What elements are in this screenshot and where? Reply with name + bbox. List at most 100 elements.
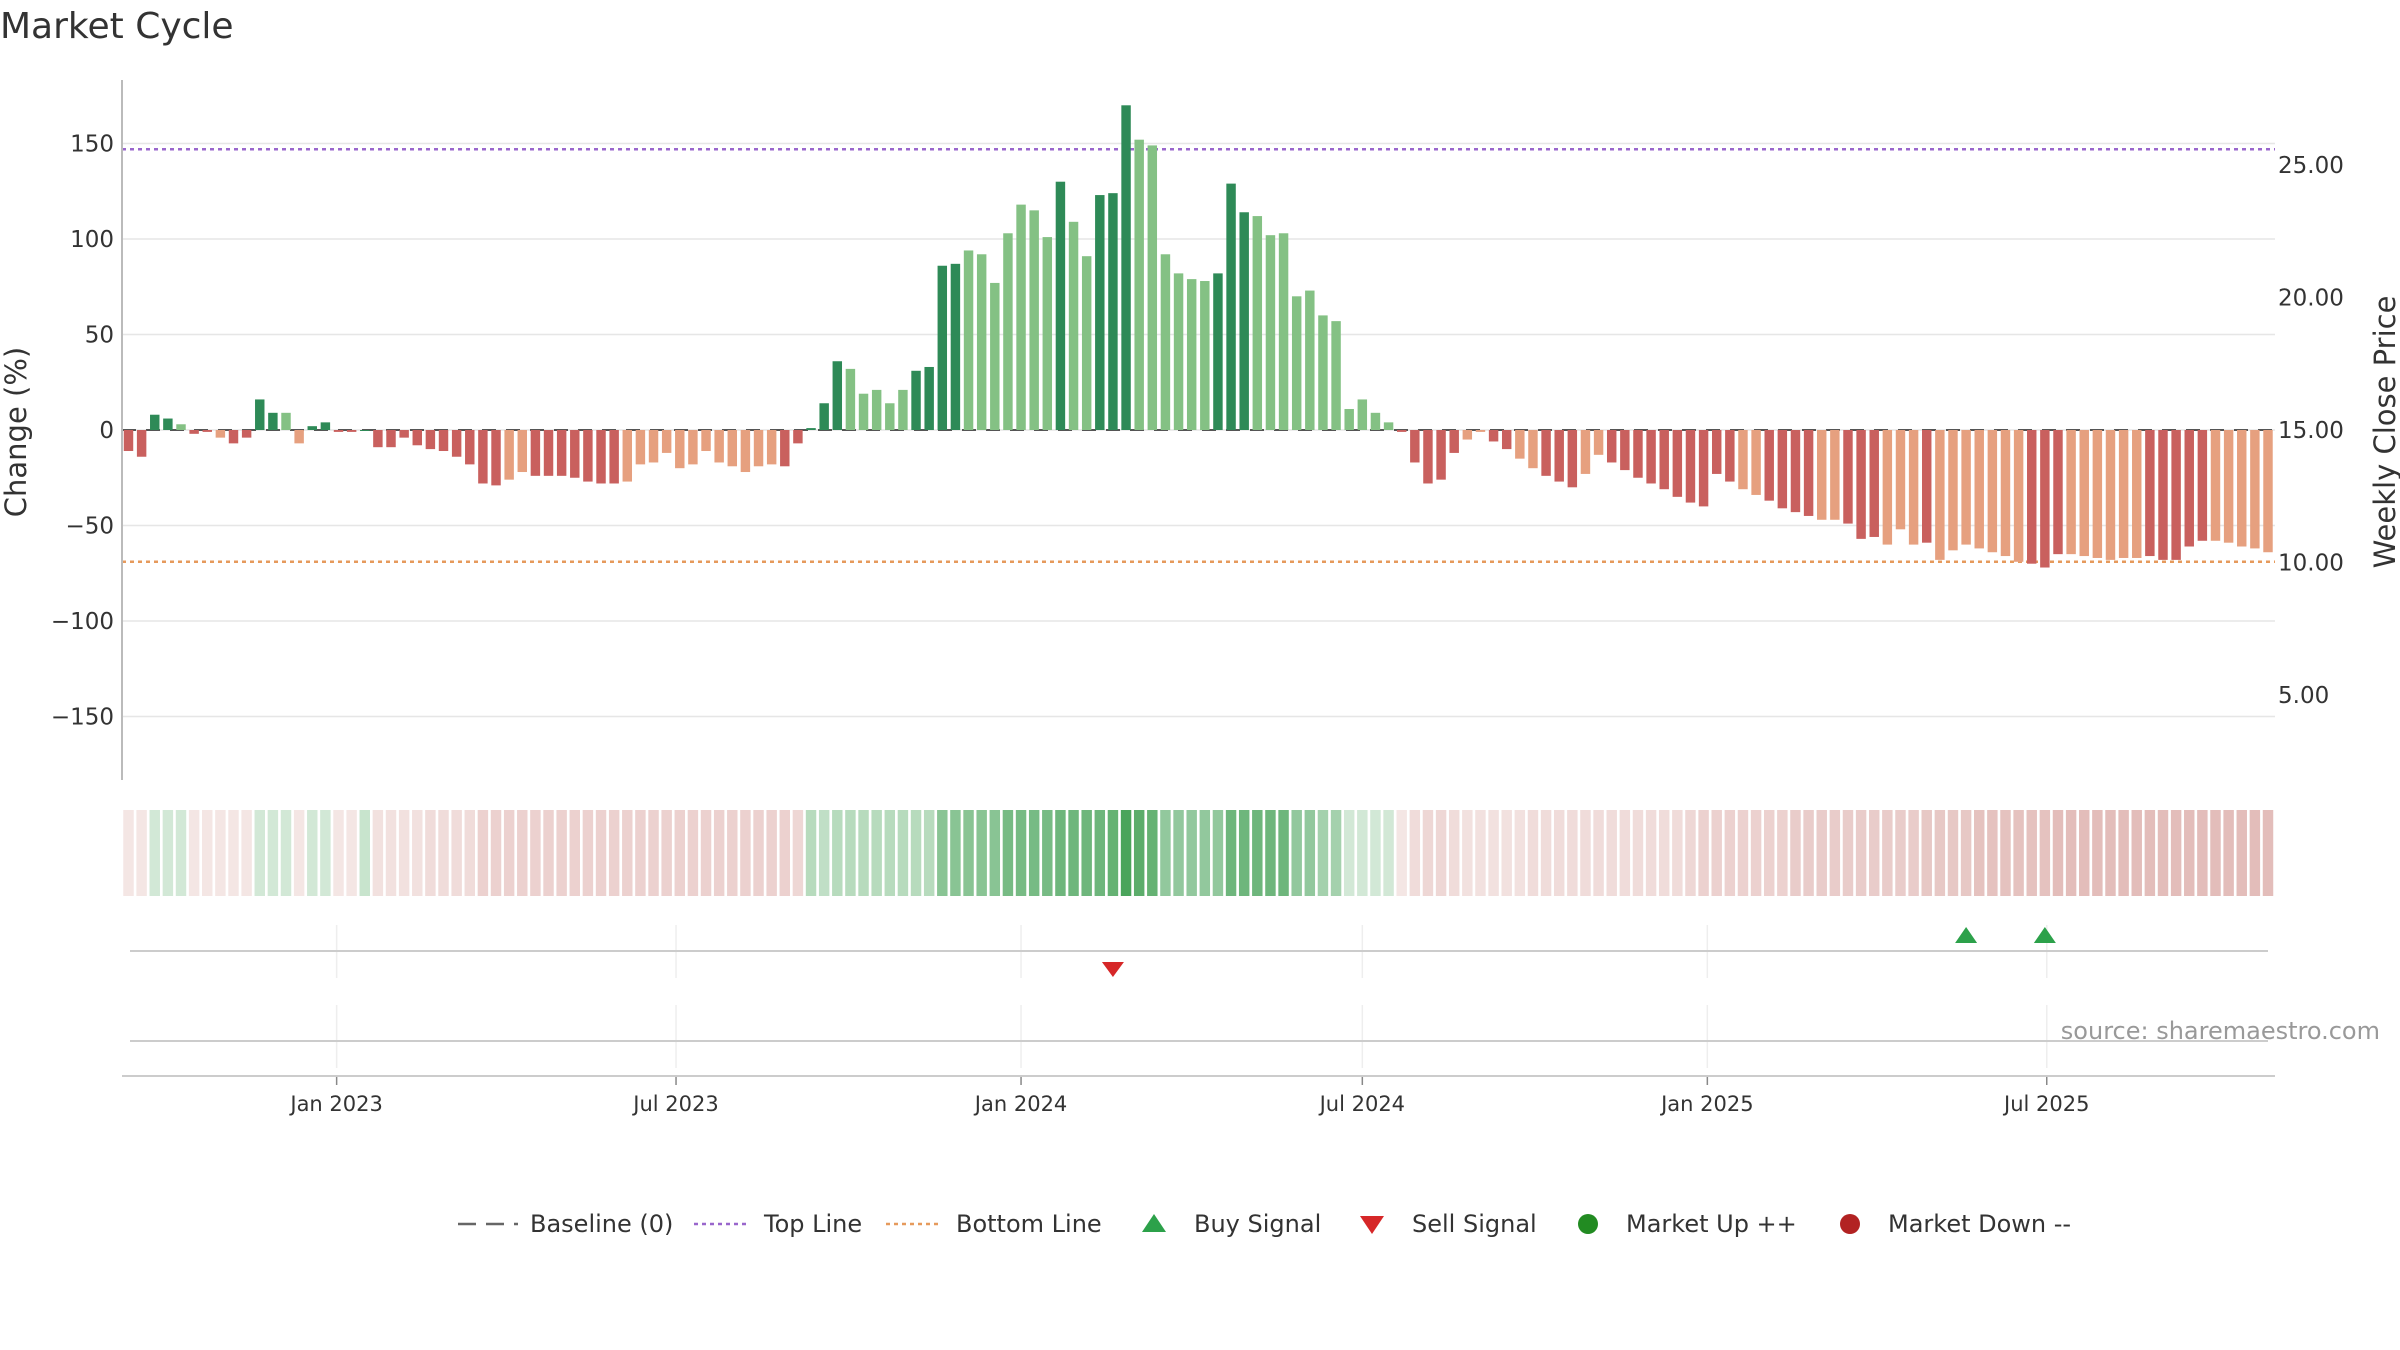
y-tick-label: 50 [85,323,114,349]
heat-cell [1383,810,1394,896]
change-bar [1410,430,1420,463]
legend-label: Top Line [763,1210,862,1238]
heat-cell [1567,810,1578,896]
heat-cell [136,810,147,896]
heat-cell [254,810,265,896]
change-bar [832,361,843,430]
change-bar [766,430,777,465]
heat-cell [1960,810,1972,896]
change-bar [1501,430,1512,450]
heat-cell [1107,810,1119,896]
change-bar [1541,430,1551,476]
legend-label: Buy Signal [1194,1210,1321,1238]
change-bar [228,430,239,444]
heat-cell [1304,810,1316,896]
change-bar [1908,430,1919,545]
change-bar [176,424,186,430]
heat-cell [188,810,200,896]
heat-cell [2105,810,2116,896]
y2-tick-label: 15.00 [2278,418,2344,444]
heat-cell [2118,810,2129,896]
change-bar [1961,430,1971,545]
change-bar [2250,430,2260,549]
heat-cell [2262,810,2274,896]
change-bar [1659,430,1669,490]
heat-cell [451,810,462,896]
heat-cell [845,810,856,896]
change-bar [189,430,199,434]
heat-cell [490,810,502,896]
heat-cell [2170,810,2182,896]
heat-cell [1186,810,1197,896]
change-bar [373,430,383,448]
y-tick-label: −50 [65,514,114,540]
heat-cell [385,810,397,896]
heat-cell [2210,810,2221,896]
heat-cell [202,810,213,896]
heat-cell [175,810,187,896]
heat-cell [1869,810,1880,896]
heat-cell [635,810,646,896]
change-bar [2237,430,2247,547]
change-bar [635,430,646,465]
change-bar [845,368,856,430]
x-tick-label: Jul 2023 [631,1092,718,1116]
heat-cell [556,810,567,896]
y2-tick-label: 20.00 [2278,286,2344,312]
change-bar [1830,430,1840,520]
change-bar [1488,430,1499,442]
heat-cell [1448,810,1460,896]
heat-cell [832,810,843,896]
heat-cell [1698,810,1709,896]
heat-cell [700,810,712,896]
change-bar [2210,430,2221,541]
heat-cell [372,810,384,896]
heat-cell [1593,810,1604,896]
change-bar [530,430,541,476]
heat-cell [1750,810,1762,896]
heat-cell [1317,810,1329,896]
heat-cell [1173,810,1184,896]
heat-cell [1882,810,1893,896]
y2-tick-label: 25.00 [2278,153,2344,179]
change-bar [2118,430,2129,558]
x-tick-label: Jan 2025 [1659,1092,1754,1116]
change-bar [1843,430,1853,524]
heat-cell [2236,810,2247,896]
change-bar [1764,430,1774,501]
change-bar [1068,221,1079,430]
heat-cell [1527,810,1539,896]
heat-cell [464,810,475,896]
change-bar [1738,430,1748,490]
heat-cell [1396,810,1407,896]
heat-cell [2197,810,2208,896]
change-bar [294,430,304,444]
change-bar [1383,422,1394,430]
heat-cell [805,810,817,896]
change-bar [2000,430,2011,557]
x-tick-label: Jan 2024 [973,1092,1068,1116]
change-bar [1278,233,1289,430]
change-bar [2171,430,2181,560]
heat-cell [1724,810,1736,896]
change-bar [596,430,606,484]
change-bar [412,430,422,446]
change-bar [2053,430,2063,555]
y-tick-label: 150 [70,132,114,158]
change-bar [1633,430,1643,478]
heat-cell [661,810,672,896]
change-bar [2066,430,2076,555]
change-bar [1606,430,1617,463]
change-bar [451,430,462,457]
change-bar [504,430,514,480]
heat-cell [438,810,449,896]
change-bar [1882,430,1893,545]
heat-cell [1947,810,1959,896]
heat-cell [1475,810,1486,896]
heat-cell [123,810,134,896]
change-bar [1580,430,1591,474]
change-bar [963,250,974,430]
heat-cell [2079,810,2090,896]
change-bar [1436,430,1446,480]
